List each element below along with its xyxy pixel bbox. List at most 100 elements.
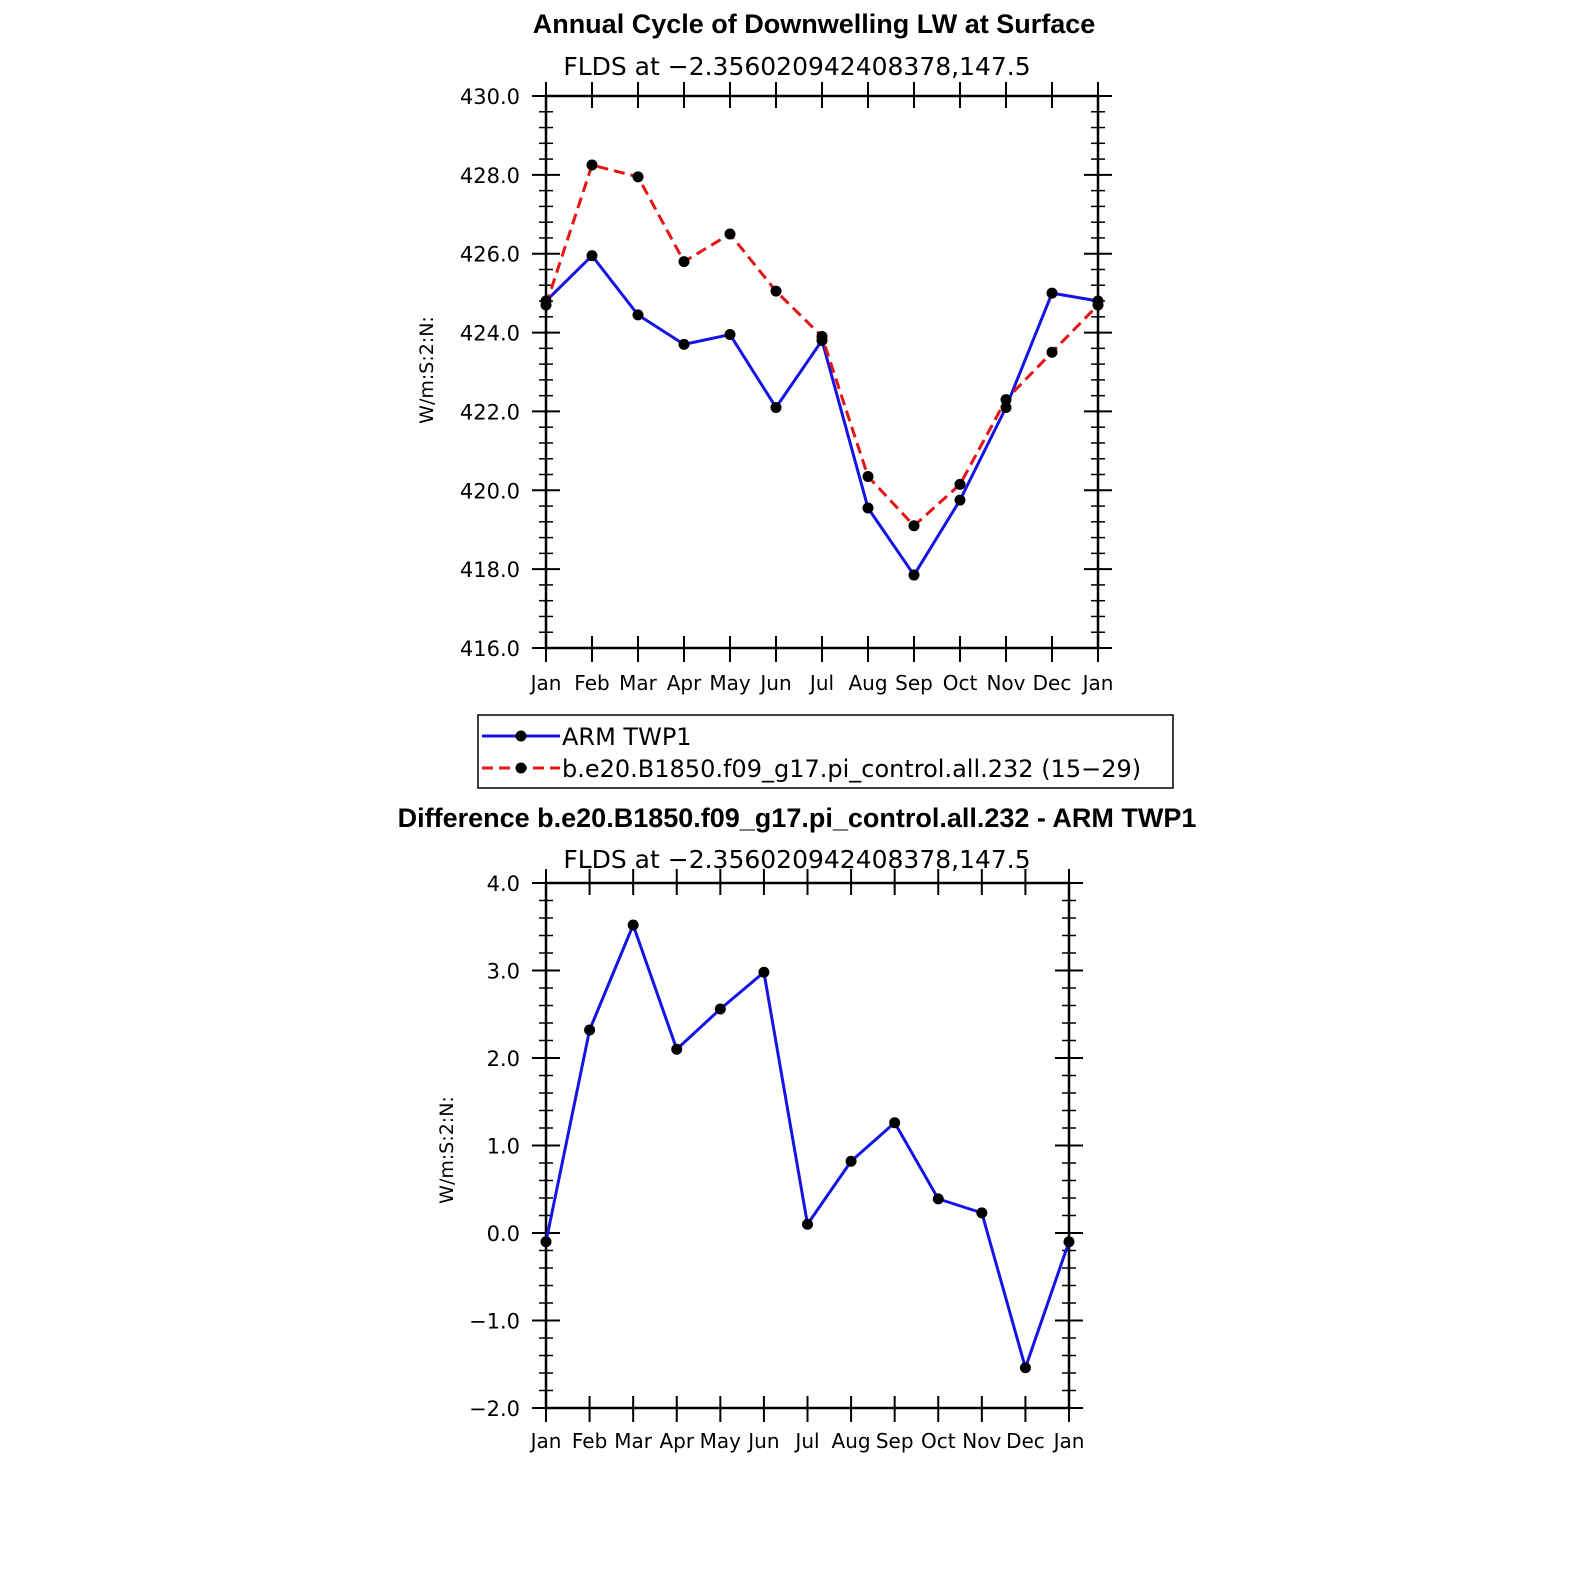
plot-frame (544, 94, 1100, 650)
data-point-s0-6 (802, 1218, 813, 1230)
data-point-s1-9 (954, 478, 966, 490)
x-tick-label: Mar (619, 671, 658, 695)
data-point-s0-10 (976, 1207, 988, 1219)
x-tick-label: Oct (943, 671, 978, 695)
data-point-s1-7 (862, 470, 874, 482)
legend-marker-model (515, 762, 527, 774)
data-point-s1-1 (586, 159, 598, 171)
x-tick-label: Feb (572, 1429, 607, 1453)
x-tick-label: May (709, 671, 751, 695)
y-tick-label: 422.0 (460, 400, 520, 424)
x-tick-label: Jan (1052, 1429, 1085, 1453)
data-point-s0-3 (678, 338, 690, 350)
x-tick-label: Feb (574, 671, 609, 695)
data-point-s1-10 (1000, 394, 1012, 406)
plot-2-series (540, 919, 1075, 1374)
y-tick-label: 418.0 (460, 558, 520, 582)
data-point-s0-7 (862, 502, 874, 514)
legend-label-model: b.e20.B1850.f09_g17.pi_control.all.232 (… (562, 755, 1141, 783)
data-point-s1-6 (816, 331, 828, 343)
y-tick-label: 416.0 (460, 637, 520, 661)
y-axis-label-1: W/m:S:2:N: (416, 316, 438, 424)
x-tick-label: Jun (746, 1429, 779, 1453)
chart-title-1: Annual Cycle of Downwelling LW at Surfac… (533, 9, 1096, 39)
x-tick-label: Jan (529, 1429, 562, 1453)
data-point-s0-2 (632, 309, 644, 321)
series-line-0 (544, 254, 1099, 577)
data-point-s0-9 (932, 1193, 944, 1205)
x-tick-label: Oct (921, 1429, 956, 1453)
data-point-s0-12 (1063, 1236, 1075, 1248)
data-point-s0-11 (1046, 287, 1058, 299)
x-tick-label: Apr (667, 671, 702, 695)
y-tick-label: 0.0 (487, 1222, 520, 1246)
legend-box (477, 714, 1174, 789)
x-tick-label: Jul (808, 671, 834, 695)
x-tick-label: Sep (876, 1429, 914, 1453)
data-point-s0-4 (724, 329, 736, 341)
x-tick-label: Dec (1033, 671, 1072, 695)
y-tick-label: 424.0 (460, 322, 520, 346)
y-tick-label: 2.0 (487, 1047, 520, 1071)
data-point-s1-2 (632, 171, 644, 183)
x-tick-label: May (700, 1429, 742, 1453)
plot-frame (544, 881, 1071, 1410)
data-point-s0-11 (1019, 1362, 1031, 1374)
data-point-s0-8 (908, 569, 920, 581)
y-axis-label-2: W/m:S:2:N: (436, 1096, 458, 1204)
y-tick-label: −2.0 (469, 1397, 520, 1421)
x-tick-label: Nov (986, 671, 1025, 695)
data-point-s0-5 (758, 966, 770, 978)
data-point-s0-7 (845, 1155, 857, 1167)
data-point-s0-0 (540, 1236, 552, 1248)
x-tick-label: Mar (614, 1429, 653, 1453)
series-line-0 (544, 923, 1071, 1370)
legend-marker-obs (515, 730, 527, 742)
chart-subtitle-1: FLDS at −2.356020942408378,147.5 (563, 52, 1030, 81)
x-tick-label: Aug (832, 1429, 871, 1453)
x-tick-label: Sep (895, 671, 933, 695)
legend: ARM TWP1 b.e20.B1850.f09_g17.pi_control.… (477, 714, 1174, 789)
data-point-s1-5 (770, 285, 782, 297)
y-tick-label: 426.0 (460, 243, 520, 267)
data-point-s0-1 (586, 250, 598, 262)
y-tick-label: 430.0 (460, 85, 520, 109)
y-tick-label: 3.0 (487, 960, 520, 984)
data-point-s0-4 (714, 1003, 726, 1015)
x-tick-label: Aug (848, 671, 887, 695)
data-point-s0-10 (1000, 401, 1012, 413)
data-point-s0-1 (584, 1024, 596, 1036)
y-tick-label: 428.0 (460, 164, 520, 188)
legend-label-obs: ARM TWP1 (562, 723, 692, 751)
y-tick-label: 4.0 (487, 872, 520, 896)
chart-title-2: Difference b.e20.B1850.f09_g17.pi_contro… (398, 803, 1197, 833)
data-point-s1-11 (1046, 346, 1058, 358)
x-tick-label: Jan (529, 671, 562, 695)
data-point-s0-8 (889, 1117, 901, 1129)
y-tick-label: 420.0 (460, 479, 520, 503)
x-tick-label: Nov (962, 1429, 1001, 1453)
data-point-s1-12 (1092, 299, 1104, 311)
data-point-s1-4 (724, 228, 736, 240)
panel-annual-cycle: Annual Cycle of Downwelling LW at Surfac… (416, 9, 1113, 695)
panel-difference: Difference b.e20.B1850.f09_g17.pi_contro… (398, 803, 1197, 1453)
data-point-s0-3 (671, 1043, 683, 1055)
plot-1-axes: 416.0 418.0 420.0 422.0 424.0 426.0 428.0 430.0… (460, 82, 1114, 695)
data-point-s0-2 (627, 919, 639, 931)
x-tick-label: Jul (793, 1429, 819, 1453)
data-point-s1-3 (678, 256, 690, 268)
plot-1-series (540, 159, 1104, 581)
x-tick-label: Jun (758, 671, 791, 695)
data-point-s0-9 (954, 494, 966, 506)
data-point-s1-8 (908, 520, 920, 532)
data-point-s1-0 (540, 299, 552, 311)
chart-subtitle-2: FLDS at −2.356020942408378,147.5 (563, 845, 1030, 874)
x-tick-label: Jan (1081, 671, 1114, 695)
y-tick-label: 1.0 (487, 1135, 520, 1159)
data-point-s0-5 (770, 401, 782, 413)
x-tick-label: Dec (1006, 1429, 1045, 1453)
x-tick-label: Apr (659, 1429, 694, 1453)
y-tick-label: −1.0 (469, 1310, 520, 1334)
